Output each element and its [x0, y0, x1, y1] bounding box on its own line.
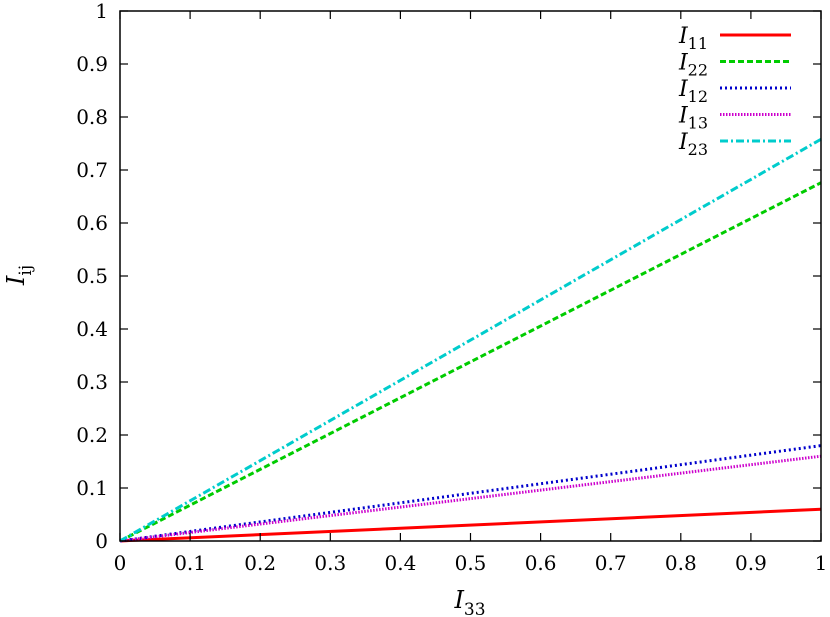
x-tick-label: 0.9 [735, 551, 767, 575]
y-tick-label: 0.7 [76, 158, 108, 182]
plot-frame [119, 10, 822, 542]
y-tick-label: 0.4 [76, 317, 108, 341]
x-tick-label: 0.3 [314, 551, 346, 575]
y-tick-label: 0.3 [76, 370, 108, 394]
legend-label-sub: 23 [688, 140, 708, 159]
x-tick-label: 0.7 [595, 551, 627, 575]
series-line-i11 [119, 507, 822, 543]
x-axis-label: I33 [453, 586, 485, 617]
legend-label-i12: I12 [678, 77, 708, 106]
x-tick-label: 0.8 [665, 551, 697, 575]
y-axis-label: Iij [2, 265, 36, 286]
legend-label-base: I [678, 24, 689, 49]
legend-label-base: I [678, 130, 689, 155]
legend-label-base: I [678, 77, 689, 102]
y-axis-label-base: I [2, 275, 30, 286]
legend-label-i23: I23 [678, 130, 708, 159]
legend-label-sub: 13 [688, 114, 708, 133]
y-tick-label: 0.2 [76, 423, 108, 447]
axis-ticks [119, 10, 822, 542]
x-tick-label: 0.1 [174, 551, 206, 575]
y-axis-label-sub: ij [16, 265, 36, 276]
y-tick-label: 0.8 [76, 105, 108, 129]
series-line-i23 [119, 137, 822, 543]
y-tick-label: 1 [95, 0, 108, 23]
y-tick-label: 0.6 [76, 211, 108, 235]
y-tick-label: 0.9 [76, 52, 108, 76]
series-line-i22 [119, 181, 822, 543]
x-tick-label: 0.5 [455, 551, 487, 575]
series-line-i12 [119, 444, 822, 543]
x-tick-label: 0.6 [525, 551, 557, 575]
y-tick-label: 0 [95, 529, 108, 553]
x-tick-label: 0.4 [384, 551, 416, 575]
legend-label-sub: 11 [688, 34, 708, 53]
x-tick-label: 0 [114, 551, 127, 575]
y-tick-label: 0.1 [76, 476, 108, 500]
plot-lines [119, 137, 822, 543]
legend-label-base: I [678, 51, 689, 76]
x-tick-label: 0.2 [244, 551, 276, 575]
x-axis-label-base: I [453, 586, 464, 614]
legend-label-i22: I22 [678, 51, 708, 80]
x-axis-label-sub: 33 [464, 600, 486, 617]
y-tick-label: 0.5 [76, 264, 108, 288]
legend-label-sub: 22 [688, 61, 708, 80]
legend-label-base: I [678, 104, 689, 129]
legend-label-i11: I11 [678, 24, 708, 53]
tick-labels: 0 0.1 0.2 0.3 0.4 0.5 0.6 0.7 0.8 0.9 1 0 0.1 0.2 0.3 0… [76, 0, 827, 575]
x-tick-label: 1 [815, 551, 828, 575]
series-line-i13 [119, 454, 822, 543]
legend-label-i13: I13 [678, 104, 708, 133]
legend-label-sub: 12 [688, 87, 708, 106]
